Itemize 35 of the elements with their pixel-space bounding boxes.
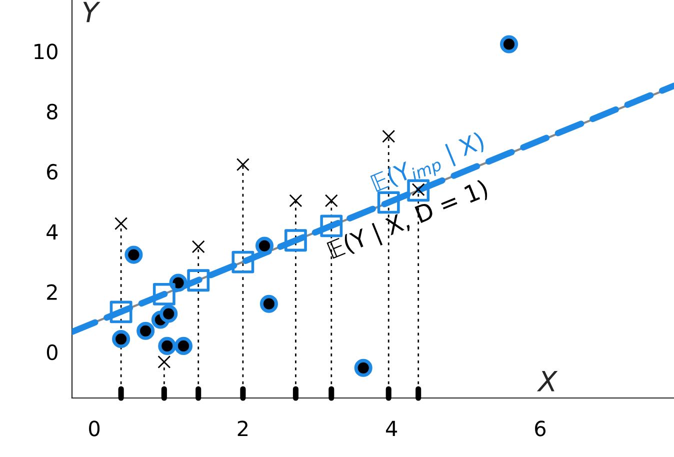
point <box>232 250 254 274</box>
point <box>136 322 155 340</box>
point <box>187 269 210 292</box>
y-tick-label: 8 <box>46 104 58 120</box>
point <box>192 240 205 254</box>
x-tick-label: 4 <box>386 420 398 436</box>
x-tick-label: 6 <box>535 420 546 436</box>
point <box>110 300 132 324</box>
point <box>324 194 338 208</box>
y-tick-label: 10 <box>34 44 58 60</box>
y-tick-label: 6 <box>47 164 58 180</box>
y-tick-label: 2 <box>47 284 57 300</box>
point <box>377 191 400 214</box>
point <box>114 217 128 230</box>
point <box>289 194 302 208</box>
point <box>158 355 171 368</box>
y-tick-label: 0 <box>46 344 58 360</box>
point <box>112 330 130 348</box>
point <box>236 158 250 172</box>
point <box>158 336 176 355</box>
y-axis-title: Y <box>83 2 100 22</box>
x-axis-title: X <box>536 370 558 392</box>
x-tick-label: 2 <box>238 420 248 436</box>
point <box>354 358 372 377</box>
point <box>407 179 430 202</box>
point <box>500 35 518 54</box>
point <box>284 229 307 252</box>
point <box>160 304 178 323</box>
point <box>124 246 143 264</box>
x-tick-label: 0 <box>89 420 100 436</box>
y-tick-label: 4 <box>46 224 58 240</box>
point <box>152 283 176 306</box>
point <box>174 336 192 355</box>
point <box>382 130 396 143</box>
point <box>260 294 278 313</box>
